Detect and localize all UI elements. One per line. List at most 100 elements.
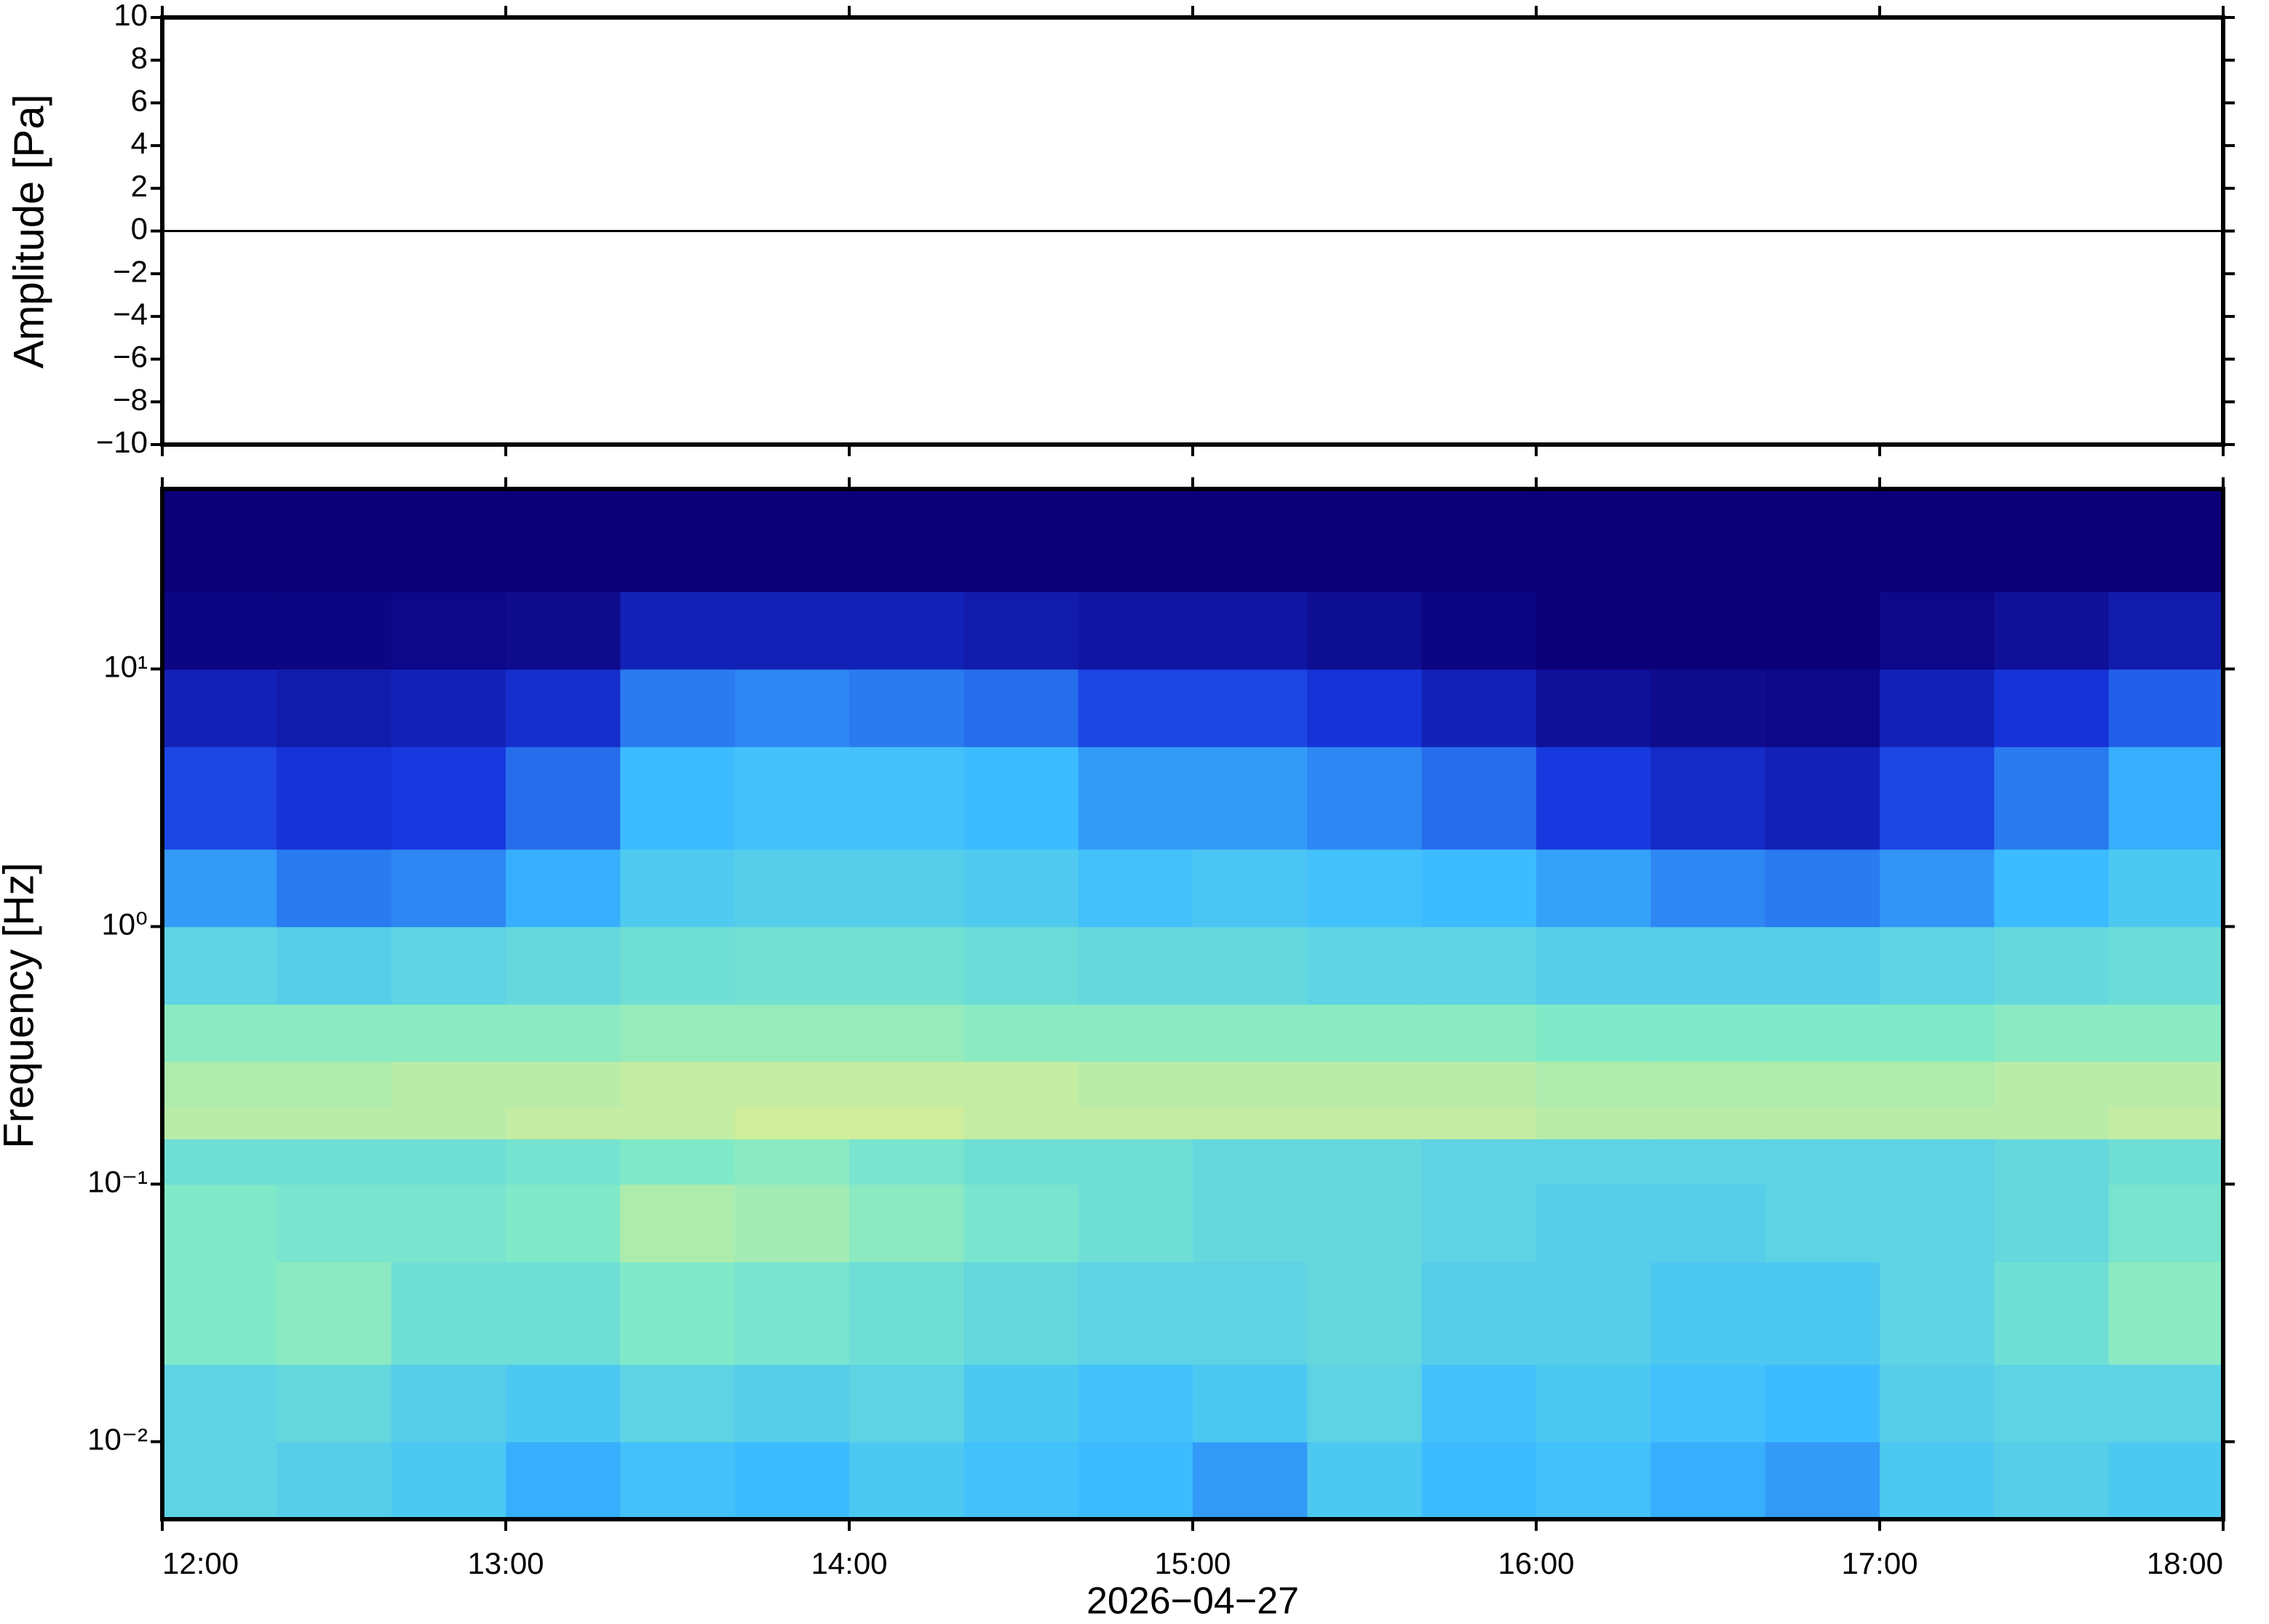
heatmap-cell	[1307, 1441, 1423, 1520]
heatmap-cell	[1765, 591, 1880, 670]
heatmap-cell	[620, 1139, 736, 1185]
heatmap-cell	[1536, 848, 1652, 928]
heatmap-cell	[1536, 1061, 1652, 1107]
heatmap-cell	[620, 1184, 736, 1262]
heatmap-cell	[1421, 591, 1537, 670]
heatmap-cell	[1650, 1364, 1766, 1443]
heatmap-cell	[506, 1139, 621, 1185]
heatmap-cell	[2108, 1364, 2224, 1443]
heatmap-cell	[1880, 1184, 1995, 1262]
heatmap-cell	[1765, 1139, 1880, 1185]
heatmap-cell	[1307, 1139, 1423, 1185]
heatmap-cell	[620, 1061, 736, 1107]
heatmap-cell	[849, 591, 965, 670]
heatmap-cell	[1193, 747, 1308, 850]
heatmap-cell	[1307, 848, 1423, 928]
heatmap-cell	[1193, 1004, 1308, 1062]
heatmap-cell	[1880, 926, 1995, 1005]
heatmap-cell	[2108, 848, 2224, 928]
heatmap-cell	[1193, 1106, 1308, 1139]
heatmap-cell	[277, 669, 392, 747]
y-tick-label: −8	[113, 382, 148, 416]
heatmap-cell	[849, 1061, 965, 1107]
heatmap-cell	[849, 747, 965, 850]
heatmap-cell	[1994, 1262, 2110, 1365]
heatmap-cell	[1765, 1106, 1880, 1139]
heatmap-cell	[162, 1441, 278, 1520]
heatmap-cell	[1650, 1061, 1766, 1107]
x-tick-label: 18:00	[2147, 1546, 2223, 1580]
heatmap-cell	[1078, 1106, 1193, 1139]
heatmap-cell	[277, 1139, 392, 1185]
heatmap-cell	[1880, 1061, 1995, 1107]
heatmap-cell	[849, 1184, 965, 1262]
heatmap-cell	[1650, 1184, 1766, 1262]
heatmap-cell	[963, 1106, 1079, 1139]
heatmap-cell	[1307, 1106, 1423, 1139]
heatmap-cell	[506, 1106, 621, 1139]
y-tick-label: 10⁰	[101, 907, 148, 942]
heatmap-cell	[1421, 1061, 1537, 1107]
y-tick-label: 4	[131, 126, 148, 160]
heatmap-cell	[1193, 591, 1308, 670]
heatmap-cell	[391, 1262, 506, 1365]
heatmap-cell	[1078, 1139, 1193, 1185]
heatmap-cell	[1650, 848, 1766, 928]
heatmap-cell	[963, 926, 1079, 1005]
heatmap-cell	[1421, 1184, 1537, 1262]
heatmap-cell	[1307, 1004, 1423, 1062]
heatmap-cell	[1650, 1441, 1766, 1520]
heatmap-cell	[1536, 1139, 1652, 1185]
spectrogram	[162, 489, 2224, 1520]
heatmap-cell	[849, 1364, 965, 1443]
heatmap-cell	[1765, 1364, 1880, 1443]
heatmap-cell	[277, 1184, 392, 1262]
y-tick-label: −2	[113, 254, 148, 288]
heatmap-cell	[162, 1139, 278, 1185]
y-tick-label: −6	[113, 340, 148, 374]
heatmap-cell	[277, 591, 392, 670]
heatmap-cell	[963, 848, 1079, 928]
heatmap-cell	[391, 848, 506, 928]
heatmap-cell	[1650, 1139, 1766, 1185]
heatmap-cell	[1650, 669, 1766, 747]
heatmap-cell	[1994, 926, 2110, 1005]
heatmap-cell	[963, 1364, 1079, 1443]
heatmap-cell	[620, 1364, 736, 1443]
y-tick-label: 8	[131, 41, 148, 75]
heatmap-cell	[1193, 1441, 1308, 1520]
y-axis-title: Amplitude [Pa]	[5, 94, 52, 368]
heatmap-cell	[2108, 1106, 2224, 1139]
heatmap-cell	[1536, 747, 1652, 850]
heatmap-cell	[1536, 1004, 1652, 1062]
heatmap-cell	[1994, 489, 2110, 592]
heatmap-cell	[162, 669, 278, 747]
heatmap-cell	[1765, 669, 1880, 747]
heatmap-cell	[963, 489, 1079, 592]
heatmap-cell	[1078, 926, 1193, 1005]
y-tick-label: 2	[131, 169, 148, 203]
heatmap-cell	[1078, 669, 1193, 747]
heatmap-cell	[1765, 747, 1880, 850]
heatmap-cell	[963, 1139, 1079, 1185]
heatmap-cell	[391, 1364, 506, 1443]
heatmap-cell	[2108, 1139, 2224, 1185]
y-tick-label: 10¹	[103, 650, 148, 684]
heatmap-cell	[1307, 747, 1423, 850]
heatmap-cell	[1994, 1139, 2110, 1185]
heatmap-cell	[620, 489, 736, 592]
heatmap-cell	[277, 848, 392, 928]
heatmap-cell	[1078, 489, 1193, 592]
y-tick-label: −4	[113, 297, 148, 331]
heatmap-cell	[1307, 591, 1423, 670]
heatmap-cell	[1307, 1364, 1423, 1443]
heatmap-cell	[506, 1441, 621, 1520]
heatmap-cell	[277, 926, 392, 1005]
heatmap-cell	[277, 1441, 392, 1520]
heatmap-cell	[162, 848, 278, 928]
heatmap-cell	[1650, 489, 1766, 592]
heatmap-cell	[1078, 1262, 1193, 1365]
heatmap-cell	[1421, 1106, 1537, 1139]
heatmap-cell	[1193, 1262, 1308, 1365]
